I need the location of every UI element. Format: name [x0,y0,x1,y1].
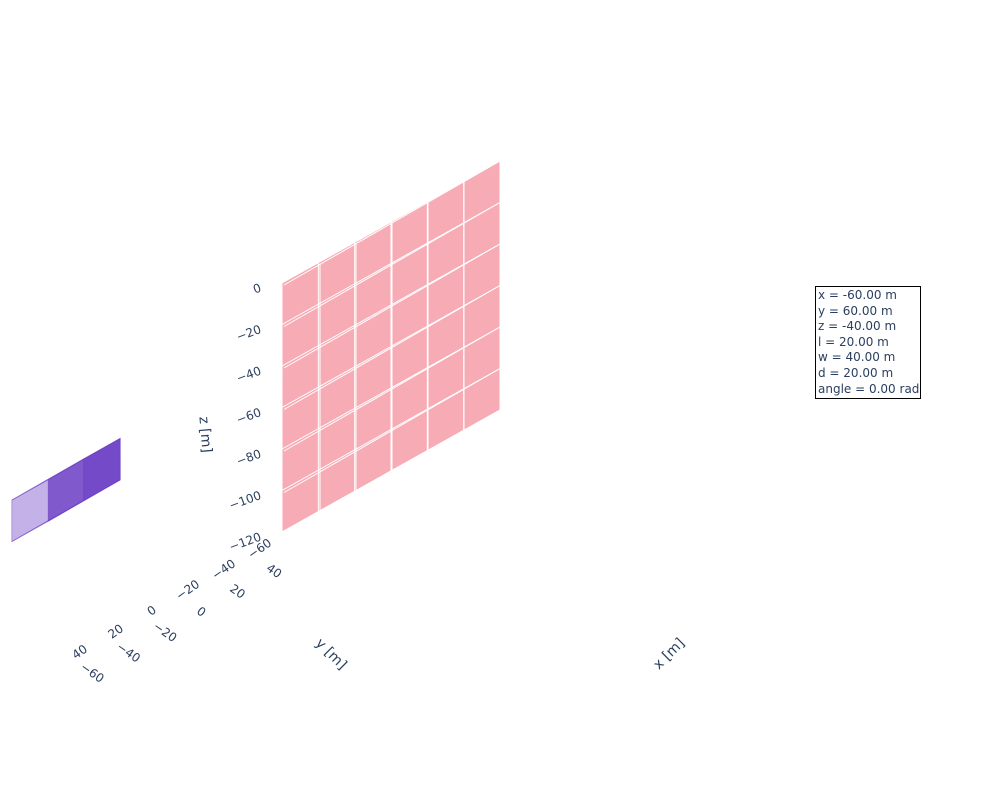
z-tick-label: −20 [234,322,263,344]
right-wall-gridline-z [283,368,501,493]
x-tick-label: 40 [264,561,285,581]
x-tick-label: −60 [78,660,107,686]
right-wall-gridline-z [283,160,501,286]
right-wall-gridline-z [283,285,501,410]
scene-walls [66,161,500,656]
x-tick-label: −40 [114,639,143,665]
annotation-line-z: z = -40.00 m [818,319,897,334]
z-axis-title: z [m] [195,416,214,454]
y-axis-title: y [m] [312,635,350,673]
annotation-line-x: x = -60.00 m [818,288,897,302]
right-wall-gridline-z [283,202,501,327]
x-axis-title: x [m] [650,635,688,673]
z-tick-label: −80 [234,447,263,469]
annotation-line-y: y = 60.00 m [818,303,893,318]
x-tick-label: 20 [227,581,248,601]
box-face-front[interactable] [11,458,85,543]
annotation-line-d: d = 20.00 m [818,365,894,380]
annotation-line-angle: angle = 0.00 rad [818,381,920,396]
annotation-line-l: l = 20.00 m [818,334,889,349]
box-object[interactable] [11,437,121,543]
floor-gridline-y [101,512,321,636]
right-wall-gridline-z [283,409,501,535]
z-tick-label: −60 [234,405,263,427]
z-tick-label: 0 [251,281,263,297]
z-tick-label: −40 [234,364,263,386]
scene-gridlines [65,160,501,657]
x-tick-label: −20 [151,619,180,645]
box-annotation: x = -60.00 m y = 60.00 m z = -40.00 m l … [815,286,922,400]
box-face-left[interactable] [83,437,121,501]
right-wall-gridline-z [283,326,501,452]
z-tick-label: −100 [227,488,263,512]
x-tick-label: 0 [194,604,208,620]
right-wall-gridline-z [283,243,501,369]
y-tick-label: 40 [69,642,90,662]
annotation-line-w: w = 40.00 m [818,350,896,365]
